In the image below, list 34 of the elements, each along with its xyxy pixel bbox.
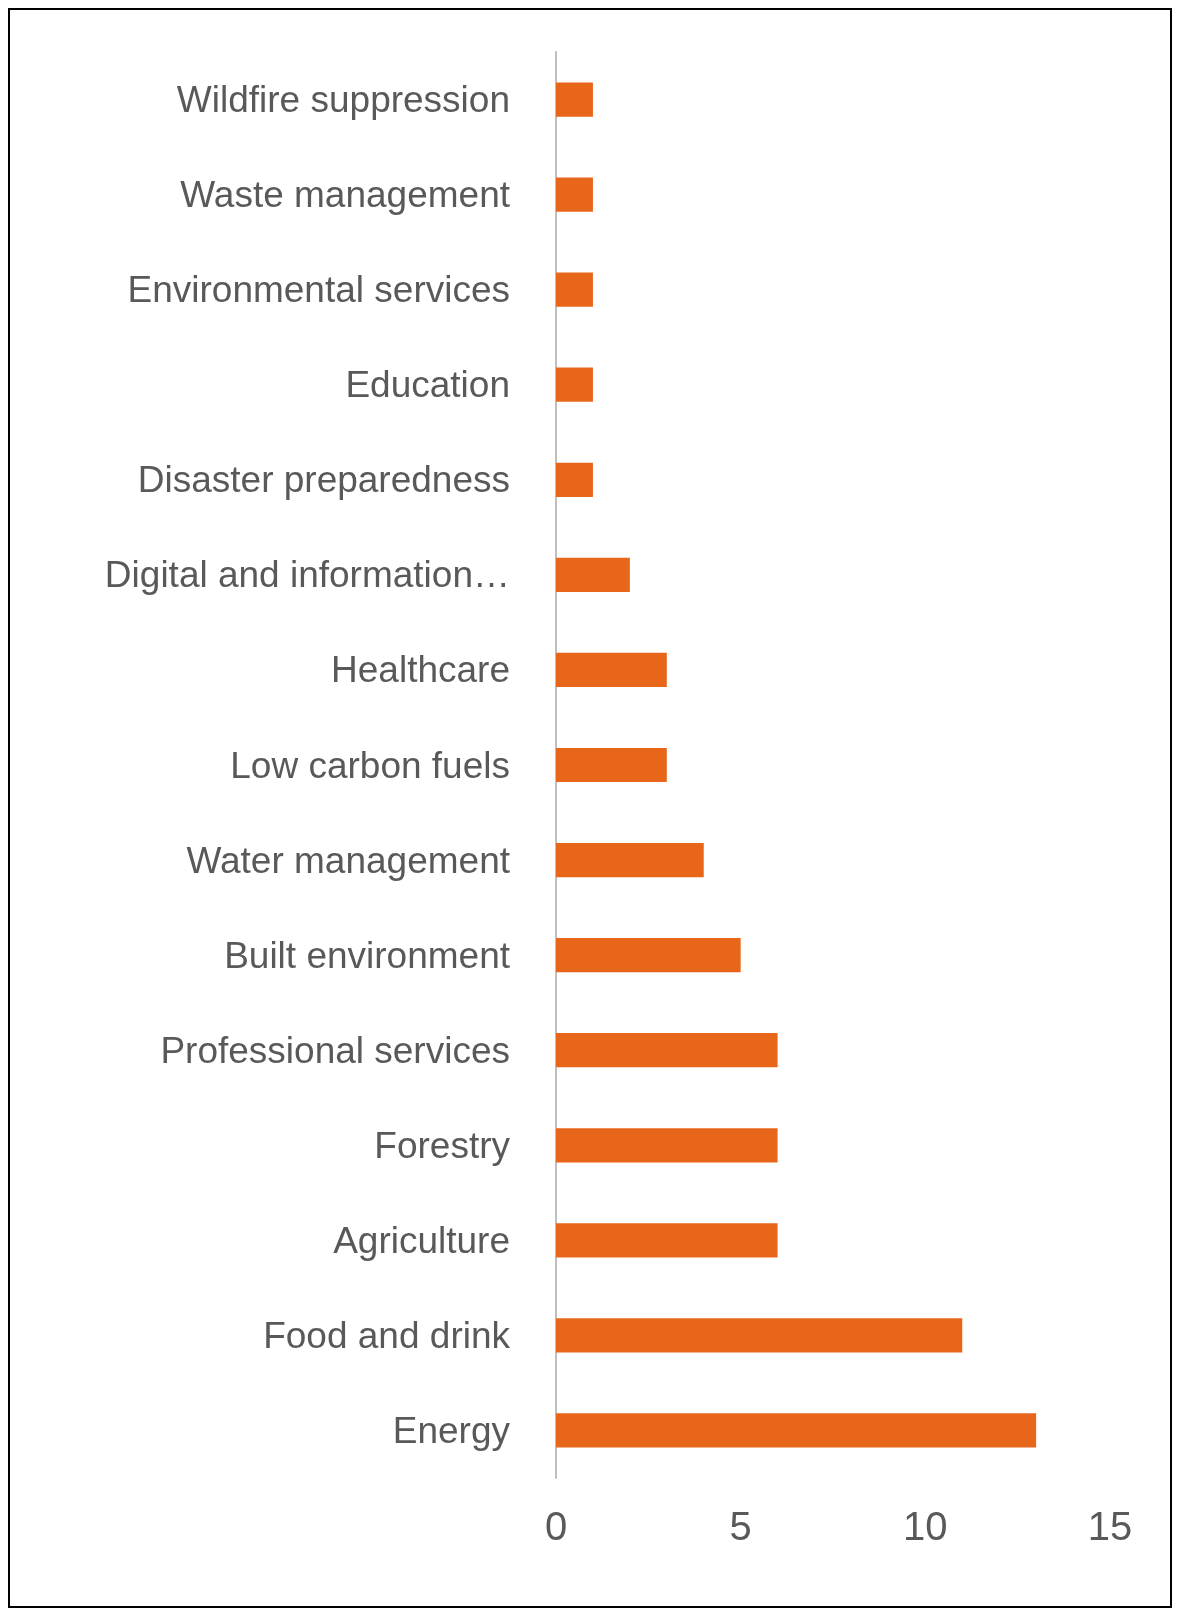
y-tick-label: Wildfire suppression <box>176 79 510 121</box>
y-tick-label: Waste management <box>180 174 511 216</box>
bar <box>556 938 741 973</box>
bar <box>556 367 593 402</box>
y-tick-label: Healthcare <box>331 649 510 691</box>
y-tick-label: Forestry <box>374 1124 511 1166</box>
x-tick-label: 5 <box>729 1504 752 1548</box>
bar <box>556 747 667 783</box>
y-tick-label: Energy <box>392 1409 511 1451</box>
y-tick-label: Built environment <box>224 934 511 976</box>
bar <box>556 1318 963 1353</box>
y-tick-label: Professional services <box>160 1029 510 1071</box>
y-tick-label: Water management <box>186 839 511 881</box>
bar <box>556 462 593 497</box>
bar <box>556 177 593 212</box>
x-tick-label: 10 <box>903 1504 948 1548</box>
bar <box>556 82 593 117</box>
bar <box>556 652 667 688</box>
y-tick-label: Disaster preparedness <box>137 459 510 501</box>
bar <box>556 1413 1037 1448</box>
bar <box>556 557 630 592</box>
bar <box>556 842 704 878</box>
bar <box>556 272 593 307</box>
y-tick-label: Digital and information… <box>104 554 510 596</box>
y-tick-label: Environmental services <box>127 269 510 311</box>
y-tick-label: Education <box>345 364 510 406</box>
bar <box>556 1128 778 1163</box>
x-tick-label: 15 <box>1087 1504 1133 1548</box>
x-tick-label: 0 <box>544 1504 568 1548</box>
bar <box>556 1223 778 1258</box>
y-tick-label: Agriculture <box>333 1219 510 1261</box>
y-tick-label: Food and drink <box>263 1314 511 1356</box>
bar <box>556 1033 778 1068</box>
y-tick-label: Low carbon fuels <box>230 744 510 786</box>
